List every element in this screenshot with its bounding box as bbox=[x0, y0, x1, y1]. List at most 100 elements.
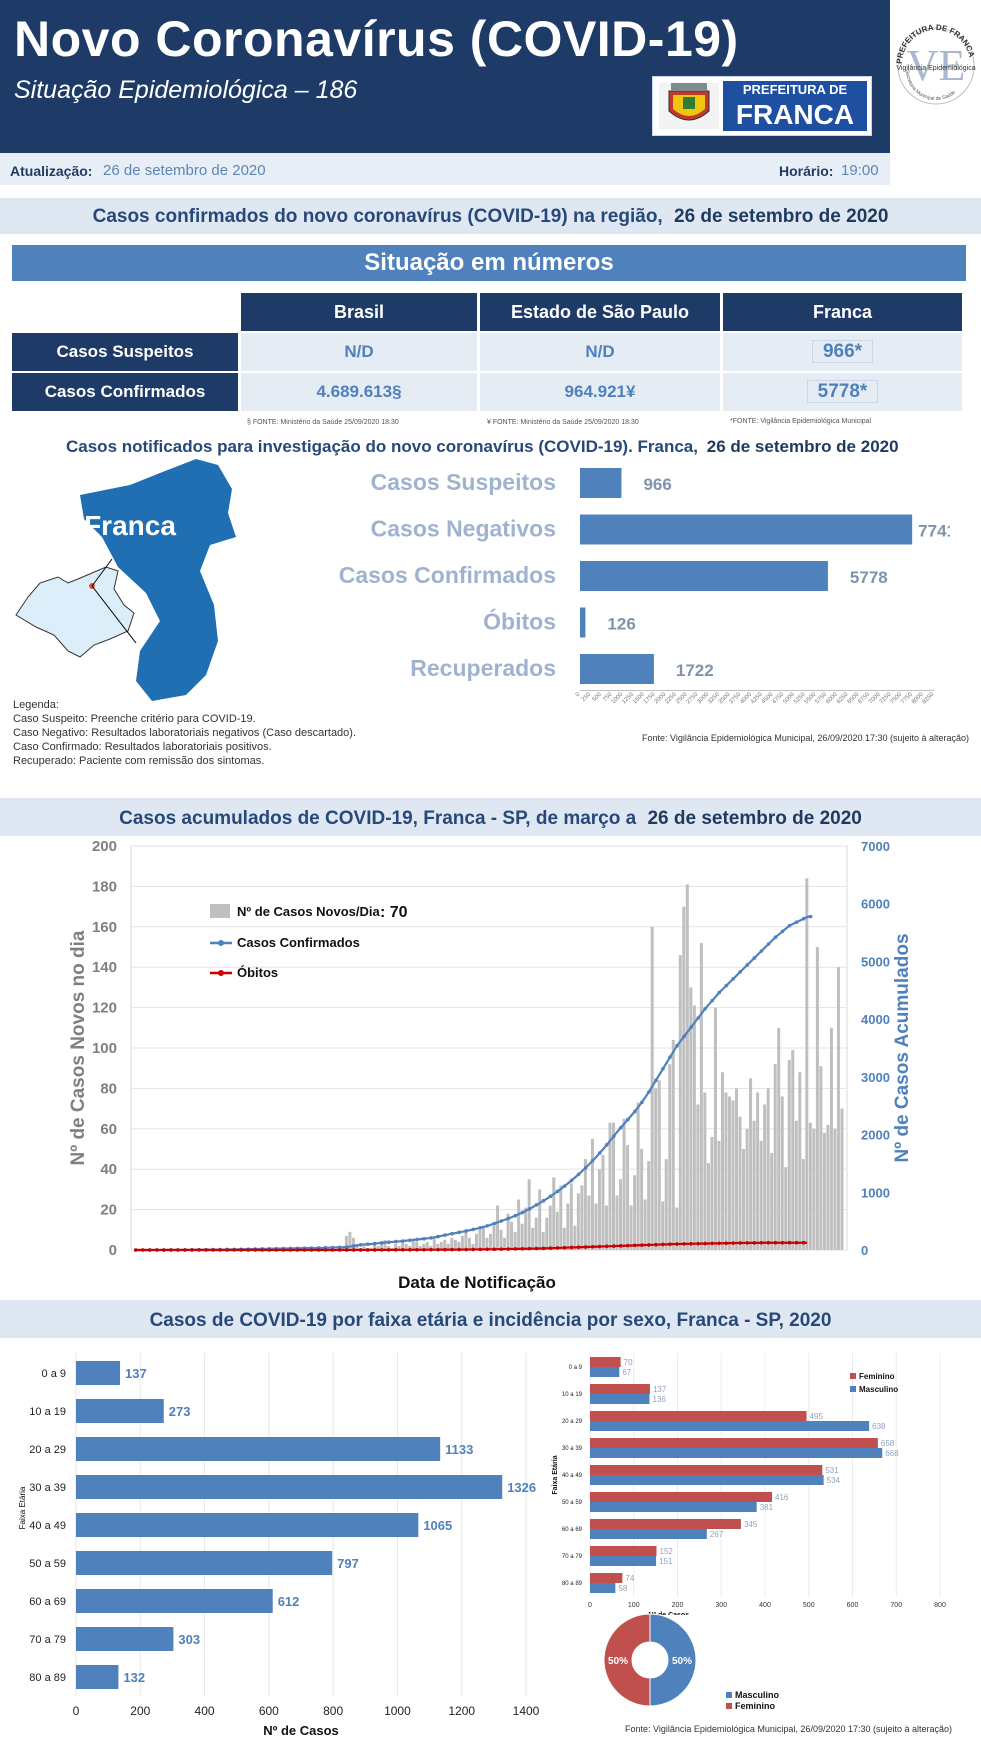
daily-cases-bar bbox=[685, 884, 689, 1250]
daily-cases-bar bbox=[594, 1203, 598, 1250]
deaths-point bbox=[365, 1248, 370, 1252]
confirmed-point bbox=[738, 970, 743, 974]
deaths-point bbox=[148, 1248, 152, 1252]
x-tick-label: 500 bbox=[592, 691, 604, 703]
confirmed-point bbox=[590, 1158, 595, 1163]
deaths-point bbox=[541, 1246, 546, 1251]
region-title-date: 26 de setembro de 2020 bbox=[674, 206, 889, 227]
x-tick-label: 500 bbox=[803, 1602, 815, 1609]
deaths-point bbox=[478, 1247, 483, 1252]
y-axis-title: Faixa Etária bbox=[18, 1486, 27, 1529]
deaths-point bbox=[787, 1240, 792, 1245]
cell-suspeitos-brasil: N/D bbox=[241, 333, 477, 371]
deaths-point bbox=[394, 1248, 398, 1252]
y2-tick-label: 1000 bbox=[861, 1185, 890, 1200]
daily-cases-bar bbox=[404, 1243, 408, 1250]
age-category-label: 30 a 39 bbox=[562, 1446, 583, 1452]
confirmed-point bbox=[569, 1178, 574, 1183]
accumulated-chart: 0204060801001201401601802000100020003000… bbox=[68, 838, 913, 1292]
region-title-band: Casos confirmados do novo coronavírus (C… bbox=[0, 198, 981, 234]
feminino-value: 70 bbox=[624, 1358, 633, 1367]
footnote-sp: ¥ FONTE: Ministério da Saúde 25/09/2020 … bbox=[487, 419, 639, 426]
deaths-point bbox=[344, 1248, 349, 1252]
deaths-point bbox=[703, 1241, 707, 1246]
daily-cases-bar bbox=[689, 987, 693, 1250]
daily-cases-bar bbox=[503, 1237, 507, 1250]
daily-cases-bar bbox=[682, 906, 686, 1250]
deaths-point bbox=[794, 1240, 799, 1245]
deaths-point bbox=[619, 1244, 623, 1248]
deaths-point bbox=[745, 1241, 750, 1245]
deaths-point bbox=[766, 1240, 771, 1245]
confirmed-point bbox=[576, 1172, 581, 1177]
confirmed-point bbox=[365, 1242, 370, 1247]
row-suspeitos-label: Casos Suspeitos bbox=[12, 333, 238, 371]
confirmed-point bbox=[745, 963, 750, 967]
daily-cases-bar bbox=[439, 1241, 443, 1250]
daily-cases-bar bbox=[829, 1027, 833, 1250]
update-time-label: Horário: bbox=[779, 163, 834, 179]
deaths-point bbox=[176, 1248, 180, 1252]
daily-cases-bar bbox=[351, 1237, 355, 1250]
confirmed-point bbox=[394, 1239, 398, 1244]
daily-cases-bar bbox=[499, 1229, 503, 1250]
prefeitura-logo: PREFEITURA DE FRANCA bbox=[652, 76, 872, 136]
daily-cases-bar bbox=[773, 1064, 777, 1250]
confirmed-point bbox=[731, 976, 736, 981]
daily-cases-bar bbox=[453, 1239, 457, 1250]
confirmed-point bbox=[443, 1233, 447, 1237]
deaths-point bbox=[738, 1241, 743, 1245]
x-tick-label: 100 bbox=[628, 1602, 640, 1609]
daily-cases-bar bbox=[425, 1241, 429, 1250]
deaths-point bbox=[155, 1248, 159, 1252]
daily-cases-bar bbox=[471, 1243, 475, 1250]
daily-cases-bar bbox=[467, 1237, 471, 1250]
daily-cases-bar bbox=[496, 1205, 500, 1250]
deaths-point bbox=[647, 1243, 651, 1247]
daily-cases-bar bbox=[527, 1179, 531, 1250]
daily-cases-bar bbox=[583, 1159, 587, 1250]
age-category-label: 70 a 79 bbox=[562, 1554, 583, 1560]
daily-cases-bar bbox=[373, 1241, 376, 1250]
age-category-label: 80 a 89 bbox=[562, 1581, 583, 1587]
confirmed-point bbox=[457, 1230, 461, 1235]
daily-cases-bar bbox=[506, 1213, 510, 1250]
masculino-value: 136 bbox=[653, 1395, 667, 1404]
confirmed-point bbox=[710, 998, 714, 1003]
daily-cases-bar bbox=[362, 1245, 366, 1250]
col-franca: Franca bbox=[723, 293, 962, 331]
x-tick-label: 200 bbox=[130, 1704, 150, 1718]
footnote-franca: *FONTE: Vigilância Epidemiológica Munici… bbox=[730, 418, 872, 425]
x-tick-label: 400 bbox=[195, 1704, 215, 1718]
x-tick-label: 1000 bbox=[384, 1704, 411, 1718]
deaths-point bbox=[260, 1248, 265, 1252]
deaths-point bbox=[436, 1247, 440, 1252]
deaths-point bbox=[140, 1248, 145, 1252]
update-time-value: 19:00 bbox=[841, 162, 879, 179]
confirmed-point bbox=[464, 1229, 468, 1233]
deaths-point bbox=[133, 1248, 138, 1252]
accum-title: Casos acumulados de COVID-19, Franca - S… bbox=[119, 808, 637, 829]
deaths-point bbox=[801, 1240, 806, 1245]
y2-axis-title: Nº de Casos Acumulados bbox=[892, 933, 913, 1162]
x-tick-label: 800 bbox=[934, 1602, 946, 1609]
daily-cases-bar bbox=[805, 878, 809, 1250]
x-tick-label: 600 bbox=[259, 1704, 279, 1718]
pie-slice bbox=[603, 1613, 651, 1707]
feminino-value: 137 bbox=[653, 1385, 667, 1394]
y-tick-label: 20 bbox=[100, 1202, 117, 1219]
daily-cases-bar bbox=[418, 1245, 422, 1250]
daily-cases-bar bbox=[766, 1088, 770, 1250]
daily-cases-bar bbox=[833, 1128, 837, 1250]
deaths-point bbox=[724, 1241, 729, 1245]
deaths-point bbox=[471, 1247, 475, 1252]
deaths-point bbox=[527, 1246, 532, 1251]
deaths-point bbox=[330, 1248, 335, 1252]
daily-cases-bar bbox=[756, 1092, 760, 1250]
deaths-point bbox=[211, 1248, 215, 1252]
feminino-bar bbox=[590, 1573, 623, 1583]
pie-slice bbox=[649, 1613, 697, 1707]
feminino-bar bbox=[590, 1546, 657, 1556]
accum-title-date: 26 de setembro de 2020 bbox=[647, 808, 862, 829]
